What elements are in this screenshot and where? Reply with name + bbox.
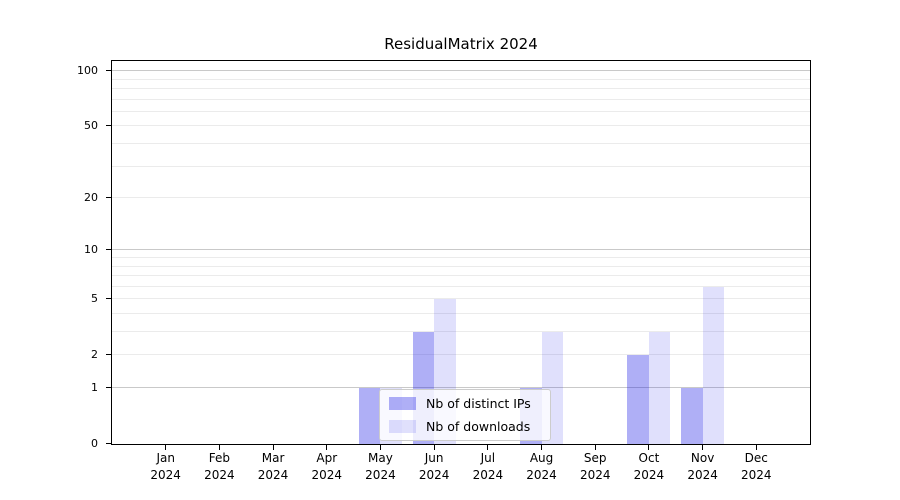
bar-distinct-ips-may — [358, 388, 381, 444]
y-tick-label: 10 — [84, 243, 98, 257]
gridline-minor — [112, 111, 810, 112]
x-tick-month: Jan — [156, 451, 175, 465]
x-tick-year: 2024 — [204, 468, 235, 482]
legend-item-distinct-ips: Nb of distinct IPs — [389, 396, 541, 411]
x-tick-year: 2024 — [418, 468, 450, 482]
x-tick-year: 2024 — [579, 468, 611, 482]
x-tick-mark — [594, 444, 596, 450]
gridline-minor — [112, 331, 810, 333]
x-tick-month: Apr — [316, 451, 338, 465]
x-tick-label: Apr 2024 — [287, 450, 367, 484]
x-tick-label: Feb 2024 — [179, 450, 259, 484]
gridline-minor — [112, 98, 810, 100]
bar-downloads-nov — [702, 286, 725, 444]
bar-distinct-ips-nov — [681, 388, 703, 444]
x-tick-label: Mar 2024 — [233, 450, 313, 484]
legend-label-downloads: Nb of downloads — [426, 419, 531, 434]
gridline-major — [112, 387, 810, 389]
x-tick-month: Mar — [261, 451, 285, 465]
x-tick-mark — [702, 444, 704, 450]
gridline-minor — [112, 275, 810, 277]
x-tick-mark — [379, 444, 381, 450]
y-tick-label: 0 — [91, 437, 98, 450]
legend-item-downloads: Nb of downloads — [389, 419, 541, 434]
x-tick-year: 2024 — [150, 468, 181, 482]
x-tick-mark — [165, 444, 167, 450]
gridline-minor — [112, 298, 810, 300]
gridline-minor — [112, 78, 810, 80]
x-tick-year: 2024 — [687, 468, 718, 482]
x-tick-mark — [433, 444, 435, 450]
x-tick-month: Aug — [529, 451, 554, 465]
legend-swatch-distinct-ips — [389, 397, 416, 410]
x-tick-mark — [272, 444, 274, 450]
chart-title: ResidualMatrix 2024 — [384, 35, 538, 53]
x-tick-year: 2024 — [365, 468, 396, 482]
x-tick-month: May — [368, 451, 393, 465]
gridline-minor — [112, 265, 810, 267]
gridline-minor — [112, 143, 810, 145]
x-tick-month: Sep — [583, 451, 607, 465]
x-tick-mark — [487, 444, 489, 450]
x-tick-label: May 2024 — [340, 450, 420, 484]
x-tick-year: 2024 — [633, 468, 665, 482]
legend-swatch-downloads — [389, 420, 416, 433]
x-tick-month: Jun — [424, 451, 444, 465]
legend: Nb of distinct IPs Nb of downloads — [379, 389, 551, 441]
y-tick-label: 50 — [84, 119, 98, 133]
x-tick-label: Jun 2024 — [394, 450, 474, 484]
x-tick-mark — [755, 444, 757, 450]
x-tick-label: Jul 2024 — [448, 450, 528, 484]
legend-label-distinct-ips: Nb of distinct IPs — [426, 396, 531, 411]
gridline-minor — [112, 354, 810, 356]
x-tick-year: 2024 — [257, 468, 289, 482]
plot-area: Nb of distinct IPs Nb of downloads — [111, 60, 811, 445]
x-tick-label: Dec 2024 — [716, 450, 796, 484]
gridline-major — [112, 70, 810, 72]
y-tick-label: 100 — [77, 64, 98, 78]
gridline-minor — [112, 165, 810, 167]
x-tick-month: Feb — [208, 451, 230, 465]
y-tick-label: 20 — [84, 191, 98, 205]
y-tick-label: 5 — [91, 292, 98, 306]
x-tick-label: Nov 2024 — [663, 450, 743, 484]
x-tick-label: Oct 2024 — [609, 450, 689, 484]
bar-distinct-ips-oct — [627, 355, 649, 444]
x-tick-year: 2024 — [311, 468, 343, 482]
x-tick-month: Nov — [690, 451, 715, 465]
y-tick-label: 1 — [91, 381, 98, 395]
gridline-minor — [112, 88, 810, 90]
x-tick-mark — [326, 444, 328, 450]
x-tick-month: Jul — [480, 451, 496, 465]
x-tick-year: 2024 — [741, 468, 772, 482]
x-tick-label: Sep 2024 — [555, 450, 635, 484]
gridline-minor — [112, 197, 810, 199]
y-tick-label: 2 — [91, 348, 98, 362]
x-tick-year: 2024 — [526, 468, 557, 482]
gridline-major — [112, 249, 810, 251]
gridline-minor — [112, 285, 810, 287]
x-tick-mark — [218, 444, 220, 450]
x-tick-month: Dec — [744, 451, 768, 465]
x-tick-label: Aug 2024 — [502, 450, 582, 484]
x-tick-mark — [541, 444, 543, 450]
gridline-minor — [112, 313, 810, 315]
gridline-minor — [112, 257, 810, 259]
x-tick-mark — [648, 444, 650, 450]
x-tick-year: 2024 — [472, 468, 504, 482]
bar-downloads-oct — [648, 332, 671, 444]
x-tick-label: Jan 2024 — [126, 450, 206, 484]
gridline-minor — [112, 125, 810, 127]
x-tick-month: Oct — [638, 451, 660, 465]
